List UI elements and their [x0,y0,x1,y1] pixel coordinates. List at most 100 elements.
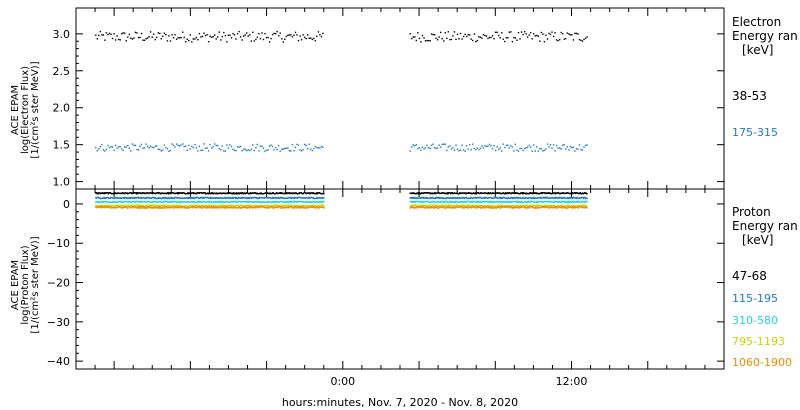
electron-point [134,144,137,147]
electron-point [149,31,152,33]
proton-point [472,204,475,206]
proton-point [500,205,503,208]
electron-point [146,37,149,39]
proton-point [134,192,136,194]
proton-point [526,204,528,206]
proton-point [468,201,471,203]
proton-point [188,197,190,200]
electron-point [493,38,495,40]
electron-point [233,149,236,151]
electron-point [128,147,130,149]
proton-point [154,205,156,207]
proton-point [113,197,116,200]
electron-point [102,34,105,36]
proton-point [113,201,116,203]
proton-point [506,201,509,204]
proton-point [188,201,190,203]
electron-point [230,145,233,148]
proton-point [161,206,164,208]
proton-point [573,207,575,209]
proton-point [494,197,497,199]
proton-point [186,205,188,207]
proton-point [109,206,112,209]
proton-point [138,192,140,194]
proton-point [189,196,192,199]
electron-point [421,146,424,148]
proton-point [234,205,236,207]
electron-point [440,31,442,34]
proton-ytick-label: −20 [47,277,70,290]
proton-point [474,193,476,195]
proton-point [180,200,182,203]
proton-point [295,200,298,203]
proton-point [422,192,425,195]
electron-point [308,37,310,39]
electron-point [504,40,506,43]
proton-point [182,197,184,200]
proton-point [148,201,150,203]
electron-point [447,146,449,148]
electron-point [461,38,463,40]
proton-point [229,204,232,207]
proton-point [481,206,483,209]
electron-point [241,150,243,152]
electron-point [578,38,581,41]
proton-point [499,205,501,208]
proton-point [470,204,473,207]
proton-point [454,196,457,199]
proton-point [539,204,541,206]
electron-point [224,34,227,37]
electron-point [584,144,587,147]
proton-point [192,192,194,194]
proton-point [526,207,528,209]
proton-point [586,205,588,207]
proton-point [132,206,134,208]
proton-point [477,201,479,204]
proton-point [556,201,559,204]
proton-point [136,197,138,199]
proton-point [172,200,174,202]
electron-point [172,37,175,39]
electron-point [252,144,254,146]
proton-point [502,205,505,207]
proton-point [508,201,511,203]
proton-point [297,207,300,209]
proton-point [248,197,250,200]
electron-point [563,143,565,146]
proton-point [116,196,118,199]
proton-point [121,207,124,209]
proton-point [247,197,249,199]
proton-point [107,201,110,203]
proton-point [191,200,194,203]
electron-legend-series-1: 38-53 [732,89,767,103]
proton-point [231,200,234,203]
proton-point [289,200,292,202]
electron-point [586,36,588,38]
proton-point [476,196,479,199]
proton-point [162,192,164,194]
proton-point [121,197,124,199]
proton-point [264,205,266,208]
proton-point [476,201,479,203]
proton-point [569,201,571,203]
proton-point [520,201,522,204]
electron-point [584,37,587,40]
electron-point [504,146,506,149]
proton-point [540,207,542,209]
proton-point [577,207,579,209]
proton-point [287,205,289,207]
electron-point [163,32,166,34]
electron-point [528,34,530,36]
proton-point [165,196,168,199]
proton-point [449,200,451,202]
electron-point [562,144,564,147]
proton-point [143,206,146,208]
electron-point [430,144,433,146]
proton-point [119,205,122,207]
electron-point [127,144,129,147]
proton-point [506,193,508,195]
proton-point [187,196,190,199]
proton-point [486,204,489,206]
electron-point [516,39,518,41]
electron-point [496,146,498,148]
